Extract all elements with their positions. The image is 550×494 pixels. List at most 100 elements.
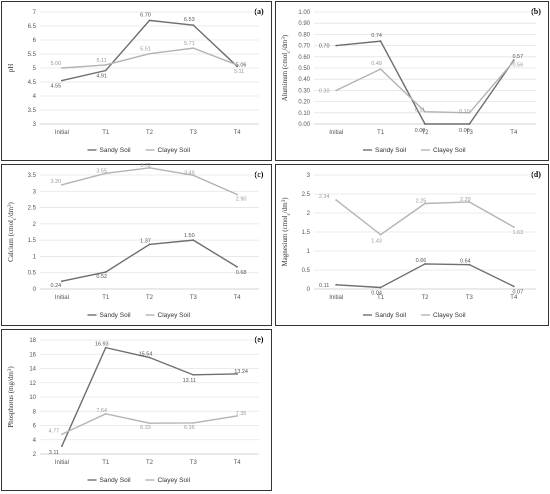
data-point (236, 265, 239, 268)
series-line-sandy (336, 263, 515, 289)
data-point (335, 199, 338, 201)
x-tick-label: T2 (146, 460, 154, 466)
legend-label-sandy: Sandy Soil (100, 477, 132, 484)
panel-tag-a: (a) (254, 7, 264, 16)
x-tick-label: Initial (55, 460, 69, 466)
y-tick-label: 4.5 (28, 80, 37, 86)
data-point (468, 201, 471, 203)
data-point (236, 373, 239, 375)
y-tick-label: 0.50 (298, 66, 310, 72)
x-tick-label: Initial (55, 130, 69, 136)
data-label: 6.70 (140, 12, 151, 18)
data-label: 0.56 (512, 62, 523, 68)
y-axis-label: Magnesium (cmolc/dm3) (281, 197, 292, 267)
data-point (192, 422, 195, 424)
data-label: 4.55 (51, 84, 62, 90)
data-label: 0.66 (416, 258, 427, 264)
data-point (335, 283, 338, 286)
data-point (424, 263, 426, 265)
data-point (424, 123, 426, 125)
data-point (61, 79, 63, 82)
y-tick-label: 3.5 (28, 173, 37, 179)
data-label: 7.64 (96, 408, 107, 414)
y-tick-label: 2.5 (302, 192, 311, 198)
data-point (148, 19, 151, 22)
y-axis-label: Phosphorus (mg/dm3) (7, 366, 15, 428)
data-label: 0.57 (512, 54, 523, 60)
data-label: 0.00 (459, 128, 470, 134)
data-point (104, 69, 107, 72)
data-point (335, 44, 338, 47)
data-label: 0.11 (415, 108, 425, 114)
y-tick-label: 12 (29, 381, 36, 387)
x-tick-label: T1 (377, 130, 385, 136)
data-point (379, 40, 382, 43)
data-point (192, 24, 195, 27)
data-label: 2.29 (460, 197, 471, 203)
legend-label-clayey: Clayey Soil (158, 312, 191, 319)
data-label: 1.37 (140, 238, 151, 244)
chart-c-svg: (c) 0 0.5 1 1.5 2 2.5 3 3.5 Initial T1 T2 T3 T4 Calciu… (7, 163, 264, 319)
data-point (236, 414, 239, 417)
data-label: 0.64 (460, 259, 471, 265)
data-label: 3.49 (184, 170, 195, 176)
data-label: 3.20 (51, 179, 62, 185)
data-point (104, 64, 107, 66)
data-label: 15.54 (139, 352, 153, 358)
data-point (61, 280, 63, 283)
x-tick-label: T2 (146, 130, 154, 136)
x-tick-label: T1 (102, 460, 110, 466)
x-tick-label: T2 (421, 130, 429, 136)
legend-label-clayey: Clayey Soil (433, 312, 466, 319)
y-tick-label: 0.70 (298, 44, 310, 50)
x-tick-label: T4 (510, 295, 518, 301)
data-label: 6.33 (140, 425, 151, 431)
y-tick-label: 5.5 (28, 52, 37, 58)
data-label: 16.93 (95, 342, 109, 348)
y-tick-label: 4 (33, 94, 37, 100)
data-label: 3.55 (96, 168, 107, 174)
data-label: 0.11 (319, 283, 329, 289)
data-point (468, 263, 471, 266)
data-label: 4.91 (96, 74, 107, 80)
y-tick-label: 6 (33, 38, 37, 44)
data-point (379, 233, 382, 236)
legend-label-clayey: Clayey Soil (158, 147, 191, 154)
data-point (379, 286, 382, 289)
panel-tag-b: (b) (531, 7, 541, 16)
x-tick-label: T3 (190, 130, 198, 136)
data-point (104, 346, 107, 349)
y-tick-label: 0.5 (302, 268, 311, 274)
panel-c-calcium: (c) 0 0.5 1 1.5 2 2.5 3 3.5 Initial T1 T2 T3 T4 Calciu… (1, 163, 272, 326)
series-line-clayey (61, 167, 238, 196)
series-line-clayey (335, 199, 515, 236)
panel-tag-e: (e) (255, 335, 264, 344)
data-point (104, 172, 107, 175)
y-tick-label: 0.60 (298, 55, 310, 61)
data-point (424, 110, 426, 113)
data-label: 5.51 (140, 47, 151, 53)
data-label: 0.52 (96, 274, 107, 280)
data-point (61, 433, 63, 436)
data-point (236, 64, 239, 66)
y-tick-label: 8 (33, 409, 37, 415)
y-tick-label: 10 (29, 395, 36, 401)
x-tick-label: T2 (421, 295, 429, 301)
data-point (236, 193, 239, 196)
panel-d-magnesium: (d) 0 0.5 1 1.5 2 2.5 3 Initial T1 T2 T3 T4 Magnesium… (275, 164, 549, 326)
x-tick-label: T1 (102, 295, 110, 301)
data-label: 13.24 (234, 369, 248, 375)
legend-label-sandy: Sandy Soil (375, 147, 407, 154)
data-point (468, 111, 471, 114)
data-label: 4.77 (49, 428, 60, 434)
data-label: 1.63 (512, 230, 523, 236)
data-point (148, 243, 151, 246)
y-tick-label: 0.20 (298, 100, 310, 106)
y-tick-label: 0.10 (298, 111, 310, 117)
x-tick-label: Initial (55, 295, 69, 301)
data-point (104, 412, 107, 415)
y-tick-label: 4 (33, 438, 37, 444)
x-tick-label: T4 (234, 295, 242, 301)
y-tick-label: 16 (29, 352, 36, 358)
